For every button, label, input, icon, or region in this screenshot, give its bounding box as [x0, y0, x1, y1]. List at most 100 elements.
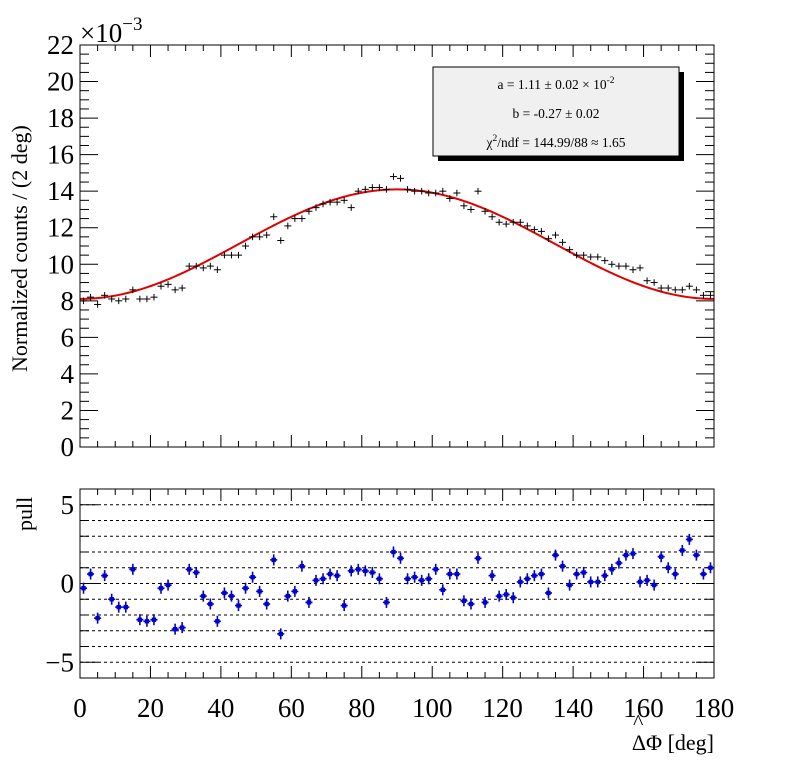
pull-point: [551, 549, 560, 561]
pull-point: [678, 544, 686, 556]
pull-point: [446, 568, 454, 580]
pull-point: [164, 579, 172, 591]
pull-point: [136, 614, 144, 626]
y-tick-label: 22: [47, 30, 74, 60]
pull-point: [432, 563, 440, 575]
fit-curve: [79, 188, 715, 300]
data-point: [439, 187, 447, 195]
top-panel-ticks: [79, 44, 715, 448]
pull-point: [615, 557, 623, 569]
y-tick-label: 0: [61, 432, 75, 462]
pull-point: [587, 576, 595, 588]
y-tick-label: 2: [61, 395, 75, 425]
pull-point: [368, 566, 376, 578]
pull-point: [636, 576, 644, 588]
pull-point: [220, 587, 228, 599]
bottom-panel: −5 0 5 0 20 40 60 80 100 120 140 160 180 pull ΔΦ [d…: [12, 488, 734, 755]
data-point: [305, 207, 313, 215]
data-point: [242, 242, 250, 250]
y-tick-label: 12: [47, 213, 74, 243]
pull-point: [404, 573, 412, 585]
pull-point: [544, 587, 552, 599]
data-point: [199, 264, 207, 272]
pull-point: [305, 596, 313, 608]
data-point: [446, 195, 454, 202]
data-point: [580, 251, 588, 259]
pull-y-tick-label: 5: [61, 490, 75, 520]
pull-point: [488, 570, 496, 582]
data-point: [157, 282, 165, 290]
data-point: [629, 266, 637, 274]
pull-point: [263, 598, 271, 610]
x-tick-label: 120: [482, 693, 523, 723]
data-point: [298, 215, 306, 222]
pull-point: [80, 582, 88, 594]
top-panel: 0 2 4 6 8 10 12 14 16 18 20 22 ×10−3 Normalized cou…: [7, 14, 715, 462]
pull-gridlines: [79, 488, 715, 679]
data-point: [108, 295, 116, 303]
data-point: [101, 292, 109, 299]
pull-point: [192, 566, 200, 578]
data-point: [411, 187, 419, 195]
data-point: [551, 231, 560, 239]
pull-point: [333, 570, 341, 582]
pull-point: [227, 590, 235, 602]
data-point: [474, 187, 482, 195]
data-point: [319, 200, 327, 208]
stats-line-a: a = 1.11 ± 0.02 × 10-2: [497, 76, 614, 92]
data-point: [544, 235, 552, 242]
stats-box-panel: [432, 66, 680, 157]
pull-point: [523, 573, 531, 585]
top-plot-frame: [79, 44, 715, 448]
data-point: [678, 286, 686, 294]
pull-point: [657, 551, 665, 563]
pull-point: [389, 546, 397, 558]
data-points-layer: [80, 173, 714, 308]
pull-point: [629, 548, 637, 560]
pull-point: [206, 598, 214, 610]
data-point: [664, 284, 672, 292]
y-tick-label: 20: [47, 67, 74, 97]
data-point: [249, 233, 257, 241]
pull-point: [354, 563, 362, 575]
pull-point: [249, 571, 257, 583]
pull-point: [643, 574, 651, 586]
pull-point: [129, 563, 137, 575]
data-point: [671, 286, 679, 294]
y-tick-label: 14: [47, 176, 75, 206]
pull-point: [340, 600, 348, 612]
pull-point: [516, 576, 524, 588]
data-point: [115, 297, 123, 305]
y-tick-label: 6: [61, 322, 75, 352]
x-tick-label: 20: [137, 693, 164, 723]
pull-point: [312, 574, 320, 586]
pull-point: [319, 573, 327, 585]
data-point: [425, 189, 433, 197]
pull-point: [150, 614, 158, 626]
data-point: [80, 297, 88, 305]
data-point: [213, 266, 221, 274]
pull-point: [178, 622, 186, 634]
pull-point: [608, 563, 616, 575]
data-point: [375, 184, 383, 191]
data-point: [706, 292, 714, 299]
pull-point: [256, 585, 264, 597]
pull-point: [594, 576, 602, 588]
pull-point: [474, 552, 482, 564]
data-point: [601, 257, 609, 264]
pull-point: [685, 533, 693, 545]
pull-point: [234, 600, 243, 612]
x-tick-label: 40: [207, 693, 234, 723]
data-point: [94, 301, 102, 308]
stats-line-b: b = -0.27 ± 0.02: [512, 106, 599, 121]
pull-point: [601, 570, 609, 582]
data-point: [333, 198, 341, 206]
pull-point: [692, 549, 700, 561]
pull-point: [411, 571, 419, 583]
data-point: [192, 262, 200, 270]
data-point: [361, 186, 369, 193]
data-point: [347, 204, 355, 211]
pull-point: [481, 596, 489, 608]
x-tick-label: 140: [553, 693, 594, 723]
data-point: [587, 253, 595, 261]
